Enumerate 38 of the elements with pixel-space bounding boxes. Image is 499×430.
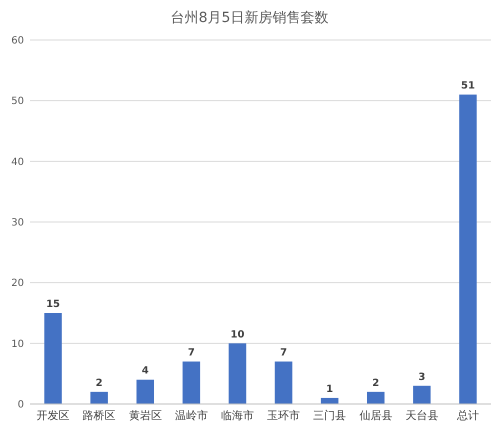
bar <box>182 362 200 404</box>
data-label: 4 <box>142 366 149 377</box>
y-tick-label: 40 <box>11 156 24 168</box>
y-tick-label: 50 <box>11 96 24 108</box>
x-tick-label: 临海市 <box>220 409 254 422</box>
y-tick-label: 60 <box>11 36 24 46</box>
bar <box>136 380 154 404</box>
x-tick-label: 玉环市 <box>267 409 300 422</box>
x-tick-label: 开发区 <box>36 409 70 422</box>
data-label: 51 <box>460 80 475 92</box>
bar <box>90 392 108 404</box>
bar <box>459 94 477 404</box>
x-tick-label: 三门县 <box>313 409 346 422</box>
y-tick-label: 0 <box>18 400 24 410</box>
data-label: 2 <box>372 378 380 389</box>
bar <box>366 392 385 404</box>
bar <box>413 386 431 404</box>
data-label: 7 <box>188 348 195 359</box>
data-label: 10 <box>230 329 244 340</box>
y-tick-label: 10 <box>11 338 24 350</box>
bar <box>274 362 292 404</box>
x-tick-label: 仙居县 <box>359 409 392 422</box>
data-label: 7 <box>280 348 288 359</box>
x-tick-label: 路桥区 <box>82 409 116 422</box>
y-tick-label: 20 <box>11 278 24 290</box>
data-label: 1 <box>326 384 334 395</box>
data-label: 3 <box>418 372 426 383</box>
x-tick-label: 天台县 <box>405 409 438 422</box>
chart-title: 台州8月5日新房销售套数 <box>170 10 328 26</box>
bar <box>44 313 62 404</box>
data-label: 2 <box>96 378 103 389</box>
data-label: 15 <box>46 299 60 310</box>
x-tick-label: 黄岩区 <box>128 409 162 422</box>
y-tick-label: 30 <box>11 218 24 228</box>
x-tick-label: 总计 <box>456 409 479 422</box>
bar <box>320 398 338 404</box>
bar <box>228 343 246 404</box>
x-tick-label: 温岭市 <box>174 409 208 422</box>
